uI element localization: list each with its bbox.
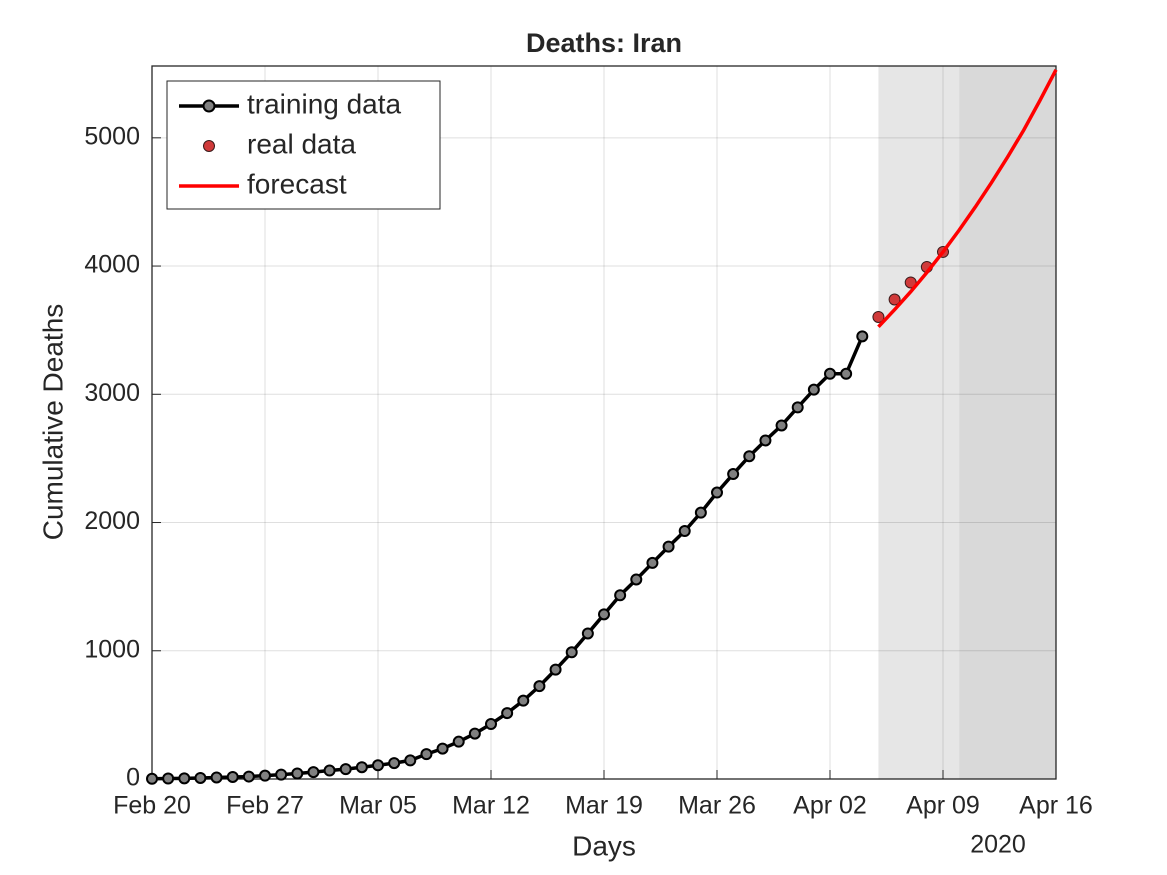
x-tick-label: Apr 09 <box>906 792 980 820</box>
data-point <box>581 627 594 640</box>
x-tick-label: Feb 20 <box>113 792 191 820</box>
data-point <box>840 367 853 380</box>
data-point <box>614 589 627 602</box>
data-point <box>307 766 320 779</box>
data-point <box>662 540 675 553</box>
data-point <box>339 763 352 776</box>
data-point <box>743 450 756 463</box>
data-point <box>775 419 788 432</box>
x-tick-label: Apr 16 <box>1019 792 1093 820</box>
data-point <box>242 770 255 783</box>
data-point <box>372 759 384 772</box>
y-tick-label: 0 <box>126 764 140 792</box>
data-point <box>404 754 417 767</box>
data-point <box>355 761 368 774</box>
data-point <box>275 768 288 781</box>
data-point <box>259 769 271 782</box>
x-tick-label: Mar 12 <box>452 792 530 820</box>
plot-frame <box>151 65 1057 780</box>
legend-label: forecast <box>247 168 347 199</box>
data-point <box>694 506 707 519</box>
data-point <box>420 748 433 761</box>
data-point <box>565 646 578 659</box>
legend-label: training data <box>247 88 402 119</box>
data-point <box>485 717 497 730</box>
data-point <box>549 663 562 676</box>
data-point <box>678 524 691 537</box>
shaded-region <box>959 66 1056 779</box>
y-axis-label: Cumulative Deaths <box>37 304 68 541</box>
data-point <box>888 293 901 306</box>
legend-label: real data <box>247 128 356 159</box>
y-tick-label: 5000 <box>84 122 140 150</box>
legend-marker <box>202 99 216 113</box>
data-point <box>388 757 401 770</box>
x-year-label: 2020 <box>970 831 1026 859</box>
data-point <box>436 742 449 755</box>
data-point <box>807 383 820 396</box>
data-point <box>791 401 804 414</box>
y-tick-label: 1000 <box>84 635 140 663</box>
x-tick-label: Apr 02 <box>793 792 867 820</box>
data-point <box>646 556 659 569</box>
data-point <box>501 707 514 720</box>
data-point <box>727 468 740 481</box>
x-tick-label: Mar 19 <box>565 792 643 820</box>
data-point <box>517 694 530 707</box>
x-tick-label: Mar 05 <box>339 792 417 820</box>
x-tick-label: Feb 27 <box>226 792 304 820</box>
data-point <box>533 680 546 693</box>
x-axis-label: Days <box>572 830 636 861</box>
data-point <box>872 310 885 323</box>
data-point <box>323 764 336 777</box>
legend-marker <box>203 140 215 152</box>
data-point <box>759 434 772 447</box>
data-point <box>226 770 239 783</box>
data-point <box>210 771 223 784</box>
y-tick-label: 2000 <box>84 507 140 535</box>
data-point <box>824 367 836 380</box>
y-tick-label: 3000 <box>84 379 140 407</box>
x-tick-label: Mar 26 <box>678 792 756 820</box>
data-point <box>178 772 191 785</box>
data-point <box>194 771 207 784</box>
chart-title: Deaths: Iran <box>526 28 682 58</box>
series-line <box>877 69 1058 329</box>
data-point <box>856 330 869 343</box>
data-point <box>452 735 465 748</box>
data-point <box>468 727 481 740</box>
data-point <box>711 486 723 499</box>
data-point <box>598 608 610 621</box>
data-point <box>630 573 643 586</box>
data-point <box>291 767 304 780</box>
y-tick-label: 4000 <box>84 251 140 279</box>
data-point <box>146 772 158 785</box>
data-point <box>162 772 175 785</box>
shaded-region <box>878 66 960 779</box>
